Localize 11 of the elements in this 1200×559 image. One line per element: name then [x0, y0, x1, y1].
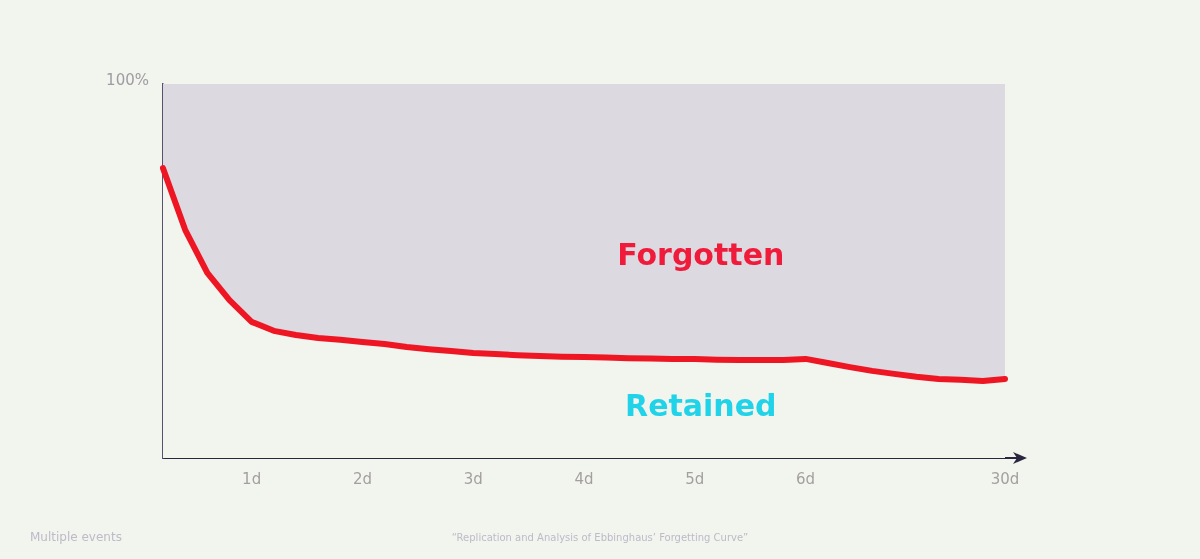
x-tick-label: 3d — [463, 469, 483, 488]
x-tick-label: 1d — [242, 469, 262, 488]
text: 100% — [106, 70, 149, 89]
series-label: Retained — [625, 388, 777, 424]
x-tick-label: 4d — [574, 469, 594, 488]
text: Multiple events — [30, 530, 122, 545]
x-tick-label: 2d — [352, 469, 372, 488]
x-tick-label: 6d — [796, 469, 816, 488]
x-tick-label: 30d — [990, 469, 1020, 488]
x-tick-label: 5d — [685, 469, 705, 488]
series-label: Forgotten — [617, 236, 785, 272]
